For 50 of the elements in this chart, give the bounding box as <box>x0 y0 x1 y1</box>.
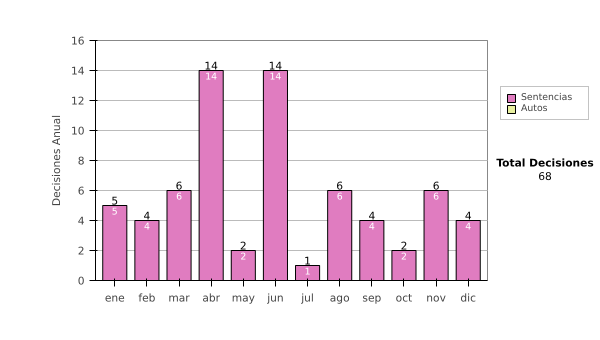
y-tick-label: 8 <box>78 154 85 168</box>
data-label: 14 <box>205 72 218 82</box>
y-tick-label: 0 <box>78 274 85 288</box>
data-label: 2 <box>240 252 246 262</box>
x-tick-label: feb <box>138 292 156 304</box>
total-label: 2 <box>240 240 247 252</box>
legend-label: Autos <box>521 103 549 114</box>
data-label: 6 <box>433 192 440 202</box>
x-tick-label: may <box>232 292 255 304</box>
x-tick-label: nov <box>426 292 446 304</box>
data-label: 6 <box>336 192 343 202</box>
total-label: 6 <box>336 180 344 192</box>
total-label: 4 <box>368 210 376 222</box>
x-tick-label: oct <box>396 292 412 304</box>
x-tick-label: jun <box>266 292 284 304</box>
y-tick-label: 6 <box>78 184 85 198</box>
y-tick-label: 14 <box>70 64 85 78</box>
data-label: 4 <box>368 222 375 232</box>
y-tick-label: 4 <box>78 214 85 228</box>
data-label: 2 <box>400 252 407 262</box>
x-tick-label: sep <box>362 292 382 304</box>
x-tick-label: jul <box>300 292 314 304</box>
total-label: 2 <box>400 240 408 252</box>
x-tick-label: abr <box>202 292 221 304</box>
x-tick-label: ago <box>330 292 350 304</box>
text: 68 <box>538 170 552 184</box>
y-tick-label: 2 <box>78 244 84 258</box>
text: Total Decisiones <box>496 156 594 170</box>
data-label: 1 <box>304 266 311 278</box>
total-label: 6 <box>176 180 183 192</box>
x-tick-label: dic <box>460 292 476 304</box>
total-label: 5 <box>111 194 118 208</box>
data-label: 4 <box>465 222 472 232</box>
total-label: 1 <box>304 254 311 268</box>
data-label: 14 <box>270 72 282 82</box>
total-label: 4 <box>464 210 472 222</box>
data-label: 5 <box>112 206 118 218</box>
total-label: 6 <box>432 180 440 192</box>
legend-label: Sentencias <box>521 92 574 103</box>
y-axis-title: Decisiones Anual <box>50 114 63 206</box>
x-tick-label: mar <box>168 292 190 304</box>
x-tick-label: ene <box>104 292 125 304</box>
y-tick-label: 12 <box>70 94 85 108</box>
y-tick-label: 16 <box>70 34 85 48</box>
total-label: 14 <box>268 60 282 72</box>
y-tick-label: 10 <box>70 124 85 138</box>
total-label: 4 <box>144 210 151 222</box>
data-label: 6 <box>176 192 182 202</box>
data-label: 4 <box>144 222 150 232</box>
total-label: 14 <box>204 60 218 72</box>
